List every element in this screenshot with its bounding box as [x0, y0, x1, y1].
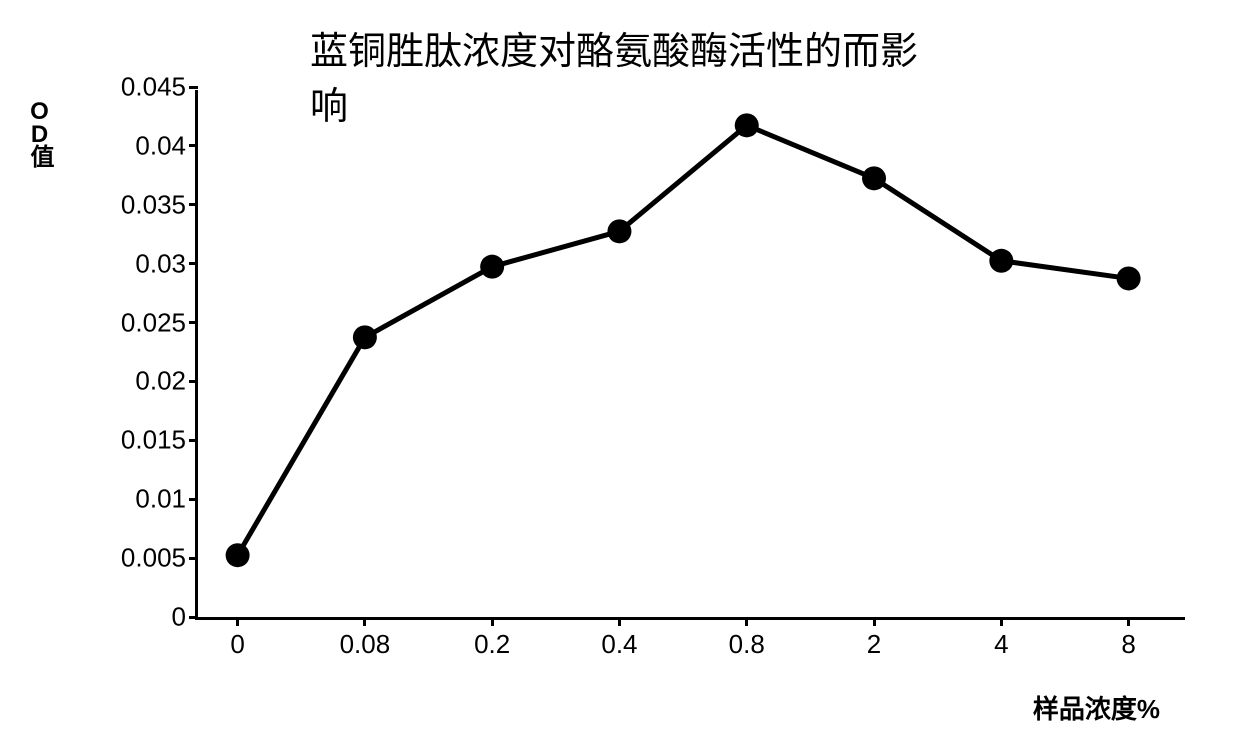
x-axis-label: 样品浓度% — [1033, 689, 1160, 726]
y-tick-label: 0.035 — [121, 189, 198, 220]
chart-wrapper: 蓝铜胜肽浓度对酪氨酸酶活性的而影响 OD值 样品浓度% 00.0050.010.… — [0, 0, 1240, 756]
data-marker — [735, 113, 759, 137]
y-tick-mark — [189, 262, 198, 265]
data-marker — [226, 543, 250, 567]
plot-area: 00.0050.010.0150.020.0250.030.0350.040.0… — [195, 90, 1185, 620]
y-tick-mark — [189, 439, 198, 442]
data-marker — [480, 255, 504, 279]
data-marker — [607, 219, 631, 243]
x-tick-mark — [618, 617, 621, 626]
x-tick-mark — [1000, 617, 1003, 626]
data-marker — [862, 166, 886, 190]
x-tick-mark — [236, 617, 239, 626]
x-tick-mark — [363, 617, 366, 626]
y-tick-mark — [189, 380, 198, 383]
y-tick-mark — [189, 616, 198, 619]
y-tick-mark — [189, 321, 198, 324]
x-tick-mark — [491, 617, 494, 626]
line-chart-svg — [198, 90, 1185, 617]
data-marker — [353, 325, 377, 349]
y-tick-mark — [189, 86, 198, 89]
y-tick-label: 0.045 — [121, 72, 198, 103]
y-tick-mark — [189, 498, 198, 501]
y-axis-label: OD值 — [22, 98, 57, 164]
x-tick-mark — [873, 617, 876, 626]
y-tick-label: 0.005 — [121, 543, 198, 574]
y-tick-mark — [189, 557, 198, 560]
y-tick-label: 0.015 — [121, 425, 198, 456]
y-tick-mark — [189, 144, 198, 147]
y-tick-mark — [189, 203, 198, 206]
data-marker — [989, 249, 1013, 273]
x-tick-mark — [745, 617, 748, 626]
y-tick-label: 0.025 — [121, 307, 198, 338]
data-marker — [1117, 266, 1141, 290]
x-tick-mark — [1127, 617, 1130, 626]
